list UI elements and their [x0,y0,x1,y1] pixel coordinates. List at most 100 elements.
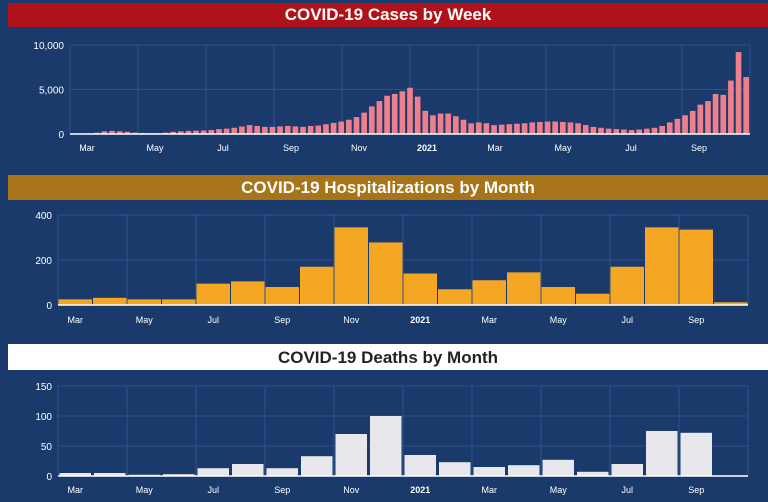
cases-bar[interactable] [438,114,444,134]
cases-xtick-label: Mar [487,143,503,153]
cases-bar[interactable] [323,124,329,134]
hosp-bar[interactable] [197,284,231,305]
cases-bar[interactable] [407,88,413,134]
cases-bar[interactable] [659,126,665,134]
cases-bar[interactable] [598,128,604,134]
cases-bar[interactable] [422,111,428,134]
cases-bar[interactable] [308,126,314,134]
cases-bar[interactable] [484,123,490,134]
cases-bar[interactable] [315,126,321,134]
cases-bar[interactable] [743,77,749,134]
cases-bar[interactable] [514,124,520,134]
cases-bar[interactable] [713,94,719,134]
cases-bar[interactable] [293,126,299,134]
hosp-bar[interactable] [128,299,162,305]
cases-bar[interactable] [690,111,696,134]
hosp-bar[interactable] [542,287,576,305]
hosp-bar[interactable] [507,272,541,305]
hosp-bar[interactable] [162,299,196,305]
cases-bar[interactable] [568,122,574,134]
cases-bar[interactable] [361,113,367,134]
deaths-bar[interactable] [267,468,299,476]
deaths-bar[interactable] [612,464,644,476]
cases-bar[interactable] [728,81,734,134]
cases-bar[interactable] [285,126,291,134]
cases-bar[interactable] [224,129,230,134]
cases-bar[interactable] [461,120,467,134]
hosp-bar[interactable] [231,281,265,305]
deaths-bar[interactable] [336,434,368,476]
cases-bar[interactable] [231,128,237,134]
hosp-bar[interactable] [645,227,679,305]
cases-bar[interactable] [239,126,245,134]
hosp-bar[interactable] [300,267,334,305]
cases-bar[interactable] [453,116,459,134]
cases-bar[interactable] [591,127,597,134]
cases-bar[interactable] [277,126,283,134]
cases-bar[interactable] [300,127,306,134]
cases-bar[interactable] [254,126,260,134]
deaths-bar[interactable] [543,460,575,476]
cases-bar[interactable] [560,122,566,134]
hosp-bar[interactable] [473,280,507,305]
cases-bar[interactable] [675,119,681,134]
cases-bar[interactable] [270,127,276,134]
deaths-bar[interactable] [681,433,713,476]
hosp-bar[interactable] [404,274,438,306]
deaths-bar[interactable] [301,456,333,476]
cases-bar[interactable] [652,128,658,134]
deaths-bar[interactable] [474,467,506,476]
cases-bar[interactable] [522,123,528,134]
cases-bar[interactable] [476,122,482,134]
cases-bar[interactable] [736,52,742,134]
cases-bar[interactable] [491,125,497,134]
cases-bar[interactable] [705,101,711,134]
hosp-bar[interactable] [59,299,93,305]
cases-bar[interactable] [430,115,436,134]
cases-bar[interactable] [377,101,383,134]
cases-bar[interactable] [545,122,551,134]
hosp-bar[interactable] [576,294,610,305]
deaths-bar[interactable] [198,468,230,476]
cases-bar[interactable] [583,125,589,134]
cases-bar[interactable] [499,125,505,134]
cases-bar[interactable] [682,115,688,134]
hosp-bar[interactable] [680,230,714,305]
hosp-bar[interactable] [369,242,403,305]
hosp-bar[interactable] [611,267,645,305]
cases-bar[interactable] [720,95,726,134]
cases-bar[interactable] [698,105,704,134]
cases-bar[interactable] [468,123,474,134]
cases-bar[interactable] [331,123,337,134]
cases-bar[interactable] [369,106,375,134]
deaths-bar[interactable] [439,462,471,476]
cases-bar[interactable] [346,120,352,134]
cases-bar[interactable] [552,122,558,134]
cases-bar[interactable] [575,123,581,134]
deaths-bar[interactable] [370,416,402,476]
cases-bar[interactable] [644,129,650,134]
cases-bar[interactable] [262,127,268,134]
hosp-bar[interactable] [93,298,127,305]
hosp-bar[interactable] [335,227,369,305]
cases-bar[interactable] [529,122,535,134]
deaths-bar[interactable] [508,465,540,476]
hosp-xtick-label: Mar [482,315,498,325]
cases-bar[interactable] [392,94,398,134]
cases-bar[interactable] [537,122,543,134]
cases-bar[interactable] [354,117,360,134]
deaths-bar[interactable] [646,431,678,476]
cases-bar[interactable] [445,114,451,134]
cases-bar[interactable] [415,97,421,134]
cases-bar[interactable] [507,124,513,134]
cases-bar[interactable] [667,122,673,134]
cases-bar[interactable] [338,122,344,134]
hosp-bar[interactable] [266,287,300,305]
cases-bar[interactable] [247,125,253,134]
deaths-bar[interactable] [232,464,264,476]
hosp-bar[interactable] [438,289,472,305]
cases-bar[interactable] [400,91,406,134]
cases-bar[interactable] [606,129,612,134]
deaths-bar[interactable] [405,455,437,476]
cases-bar[interactable] [384,96,390,134]
